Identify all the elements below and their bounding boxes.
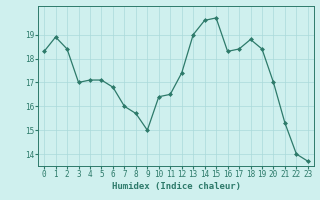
X-axis label: Humidex (Indice chaleur): Humidex (Indice chaleur) <box>111 182 241 191</box>
